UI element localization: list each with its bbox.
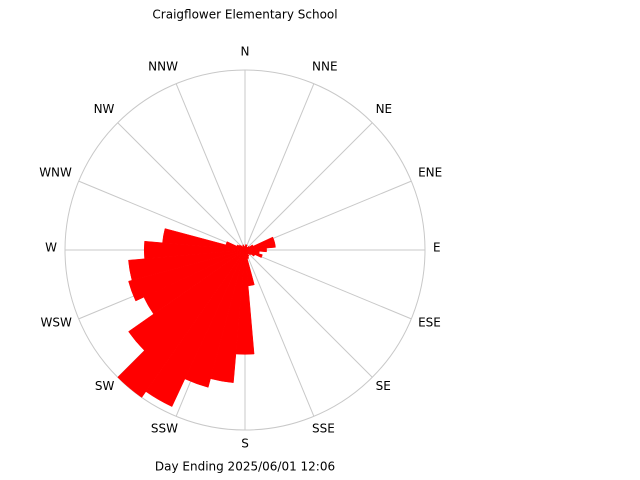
direction-label: NW: [94, 102, 115, 116]
direction-label: NNE: [312, 59, 338, 73]
direction-label: ENE: [418, 165, 442, 179]
direction-label: S: [241, 437, 249, 451]
wind-sector: [244, 241, 276, 251]
wind-sector: [143, 240, 246, 260]
direction-label: SSE: [312, 422, 335, 436]
spoke: [244, 83, 315, 251]
wind-sector: [128, 249, 246, 302]
direction-label: W: [45, 241, 57, 255]
wind-sector: [128, 249, 246, 281]
direction-label: SW: [95, 379, 115, 393]
spoke: [244, 249, 412, 320]
direction-label: N: [241, 45, 250, 59]
direction-label: E: [433, 241, 441, 255]
direction-label: ESE: [418, 316, 441, 330]
spoke: [244, 249, 315, 417]
chart-title: Craigflower Elementary School: [152, 8, 337, 22]
wind-sector: [243, 246, 246, 251]
wind-sector: [244, 247, 267, 253]
spoke: [117, 122, 246, 251]
spoke: [244, 122, 373, 251]
outer-circle: [64, 69, 426, 431]
wind-sector: [128, 249, 246, 351]
direction-label: NE: [376, 102, 393, 116]
direction-label: WNW: [39, 165, 72, 179]
direction-label: SSW: [151, 422, 178, 436]
spoke: [78, 180, 246, 251]
direction-label: SE: [376, 379, 391, 393]
spoke: [175, 83, 246, 251]
chart-footer: Day Ending 2025/06/01 12:06: [155, 460, 335, 474]
direction-label: WSW: [41, 316, 72, 330]
direction-label: NNW: [148, 59, 178, 73]
wind-sector: [162, 228, 246, 251]
spoke: [244, 249, 373, 378]
wind-sector: [117, 249, 246, 398]
